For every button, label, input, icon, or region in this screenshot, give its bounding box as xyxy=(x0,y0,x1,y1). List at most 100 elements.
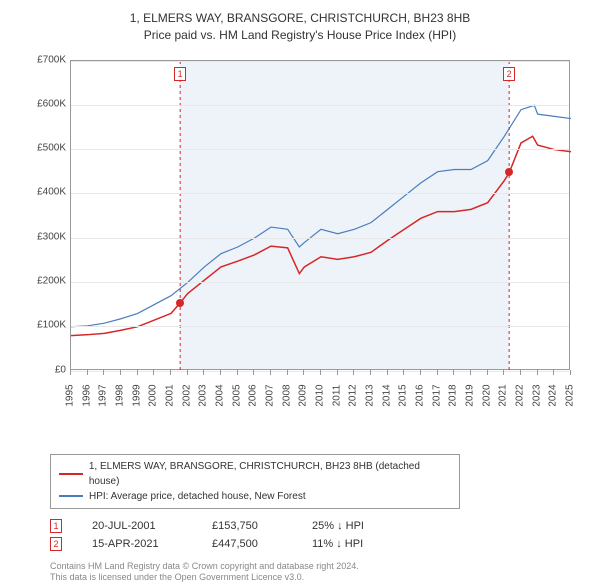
legend-item: HPI: Average price, detached house, New … xyxy=(59,489,451,504)
transaction-date: 20-JUL-2001 xyxy=(92,520,182,532)
line-svg xyxy=(71,61,569,369)
x-axis-label: 2002 xyxy=(181,384,192,406)
y-axis-label: £700K xyxy=(20,54,66,65)
transaction-row: 1 20-JUL-2001 £153,750 25% ↓ HPI xyxy=(50,517,590,535)
y-gridline xyxy=(71,149,569,150)
x-tick xyxy=(553,370,554,375)
y-axis-label: £100K xyxy=(20,320,66,331)
x-axis-label: 2009 xyxy=(298,384,309,406)
x-tick xyxy=(203,370,204,375)
title-line-1: 1, ELMERS WAY, BRANSGORE, CHRISTCHURCH, … xyxy=(10,10,590,27)
legend-label: 1, ELMERS WAY, BRANSGORE, CHRISTCHURCH, … xyxy=(89,459,451,489)
x-axis-label: 2008 xyxy=(281,384,292,406)
x-tick xyxy=(570,370,571,375)
x-axis-label: 2020 xyxy=(481,384,492,406)
x-tick xyxy=(337,370,338,375)
x-axis-label: 2011 xyxy=(331,384,342,406)
x-axis-label: 2007 xyxy=(265,384,276,406)
x-axis-label: 2012 xyxy=(348,384,359,406)
x-axis-label: 2023 xyxy=(531,384,542,406)
x-axis-label: 1996 xyxy=(81,384,92,406)
transaction-date: 15-APR-2021 xyxy=(92,538,182,550)
x-axis-label: 1995 xyxy=(65,384,76,406)
footer-line-1: Contains HM Land Registry data © Crown c… xyxy=(50,561,590,573)
x-tick xyxy=(387,370,388,375)
y-gridline xyxy=(71,238,569,239)
x-tick xyxy=(353,370,354,375)
x-axis-label: 2014 xyxy=(381,384,392,406)
x-axis-label: 2018 xyxy=(448,384,459,406)
x-tick xyxy=(103,370,104,375)
y-axis-label: £300K xyxy=(20,231,66,242)
transactions-table: 1 20-JUL-2001 £153,750 25% ↓ HPI 2 15-APR-202… xyxy=(50,517,590,553)
x-tick xyxy=(70,370,71,375)
x-tick xyxy=(487,370,488,375)
x-axis-label: 2010 xyxy=(315,384,326,406)
marker-box-1: 1 xyxy=(174,67,186,81)
x-tick xyxy=(420,370,421,375)
x-tick xyxy=(153,370,154,375)
legend-label: HPI: Average price, detached house, New … xyxy=(89,489,306,504)
x-tick xyxy=(370,370,371,375)
x-axis-label: 2006 xyxy=(248,384,259,406)
x-tick xyxy=(287,370,288,375)
transaction-price: £447,500 xyxy=(212,538,282,550)
legend: 1, ELMERS WAY, BRANSGORE, CHRISTCHURCH, … xyxy=(50,454,460,509)
series-property xyxy=(71,136,571,335)
transaction-price: £153,750 xyxy=(212,520,282,532)
x-axis-label: 2024 xyxy=(548,384,559,406)
x-tick xyxy=(403,370,404,375)
y-axis-label: £600K xyxy=(20,98,66,109)
x-tick xyxy=(270,370,271,375)
x-tick xyxy=(503,370,504,375)
marker-dot-1 xyxy=(176,299,184,307)
x-axis-label: 2000 xyxy=(148,384,159,406)
y-axis-label: £0 xyxy=(20,364,66,375)
x-tick xyxy=(187,370,188,375)
transaction-pct: 11% ↓ HPI xyxy=(312,538,363,550)
x-tick xyxy=(537,370,538,375)
x-axis-label: 1997 xyxy=(98,384,109,406)
x-axis-label: 2003 xyxy=(198,384,209,406)
x-axis-label: 2017 xyxy=(431,384,442,406)
transaction-pct: 25% ↓ HPI xyxy=(312,520,364,532)
y-gridline xyxy=(71,61,569,62)
x-axis-label: 2013 xyxy=(365,384,376,406)
x-axis-label: 2022 xyxy=(515,384,526,406)
x-axis-label: 1998 xyxy=(115,384,126,406)
y-axis-label: £200K xyxy=(20,276,66,287)
x-tick xyxy=(303,370,304,375)
x-axis-label: 2025 xyxy=(565,384,576,406)
legend-item: 1, ELMERS WAY, BRANSGORE, CHRISTCHURCH, … xyxy=(59,459,451,489)
transaction-marker: 2 xyxy=(50,537,62,551)
marker-box-2: 2 xyxy=(503,67,515,81)
chart-title: 1, ELMERS WAY, BRANSGORE, CHRISTCHURCH, … xyxy=(10,10,590,44)
footer-line-2: This data is licensed under the Open Gov… xyxy=(50,572,590,584)
x-tick xyxy=(87,370,88,375)
x-tick xyxy=(170,370,171,375)
x-tick xyxy=(220,370,221,375)
y-gridline xyxy=(71,105,569,106)
y-gridline xyxy=(71,193,569,194)
x-tick xyxy=(137,370,138,375)
chart-area: 12 £0£100K£200K£300K£400K£500K£600K£700K… xyxy=(20,52,580,412)
x-axis-label: 2021 xyxy=(498,384,509,406)
x-axis-label: 2004 xyxy=(215,384,226,406)
x-tick xyxy=(437,370,438,375)
y-gridline xyxy=(71,282,569,283)
y-gridline xyxy=(71,326,569,327)
x-tick xyxy=(120,370,121,375)
legend-swatch xyxy=(59,495,83,497)
y-axis-label: £400K xyxy=(20,187,66,198)
x-axis-label: 2005 xyxy=(231,384,242,406)
title-line-2: Price paid vs. HM Land Registry's House … xyxy=(10,27,590,44)
plot-region: 12 xyxy=(70,60,570,370)
x-tick xyxy=(520,370,521,375)
x-axis-label: 1999 xyxy=(131,384,142,406)
series-hpi xyxy=(71,105,571,326)
legend-swatch xyxy=(59,473,83,475)
x-axis-label: 2019 xyxy=(465,384,476,406)
transaction-marker: 1 xyxy=(50,519,62,533)
x-tick xyxy=(237,370,238,375)
x-tick xyxy=(453,370,454,375)
